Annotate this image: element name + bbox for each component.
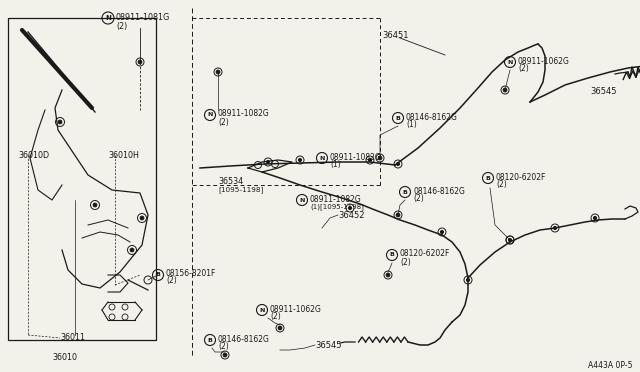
Circle shape (93, 203, 97, 207)
Text: 36010: 36010 (52, 353, 77, 362)
Text: N: N (300, 198, 305, 202)
Text: 36451: 36451 (382, 31, 408, 39)
Text: 08911-1062G: 08911-1062G (518, 57, 570, 65)
Text: 36545: 36545 (315, 340, 342, 350)
Text: 36010H: 36010H (108, 151, 139, 160)
Circle shape (58, 120, 62, 124)
Text: (1)[1095-1198]: (1)[1095-1198] (310, 203, 364, 211)
Text: N: N (259, 308, 265, 312)
Circle shape (140, 216, 144, 220)
Circle shape (349, 206, 351, 209)
Text: 08120-6202F: 08120-6202F (496, 173, 547, 182)
Text: 08120-6202F: 08120-6202F (400, 250, 451, 259)
Circle shape (396, 213, 400, 217)
Text: 08911-1082G: 08911-1082G (330, 153, 381, 161)
Text: (1): (1) (406, 121, 417, 129)
Text: A443A 0P-5: A443A 0P-5 (588, 360, 632, 369)
Text: 08156-8201F: 08156-8201F (166, 269, 216, 278)
Text: (2): (2) (218, 118, 228, 126)
Circle shape (554, 227, 557, 230)
Circle shape (138, 60, 142, 64)
Text: B: B (396, 115, 401, 121)
Circle shape (216, 70, 220, 74)
Text: 08911-1062G: 08911-1062G (270, 305, 322, 314)
Text: (2): (2) (518, 64, 529, 74)
Text: 08911-1082G: 08911-1082G (310, 195, 362, 203)
Circle shape (266, 160, 269, 164)
Text: 08146-8162G: 08146-8162G (413, 186, 465, 196)
Text: B: B (486, 176, 490, 180)
Text: B: B (207, 337, 212, 343)
Circle shape (386, 273, 390, 277)
Text: N: N (207, 112, 212, 118)
Circle shape (503, 88, 507, 92)
Text: 36452: 36452 (338, 211, 365, 219)
Circle shape (130, 248, 134, 252)
Text: 36011: 36011 (60, 334, 85, 343)
Circle shape (369, 158, 371, 161)
Circle shape (378, 156, 382, 160)
Text: B: B (390, 253, 394, 257)
Text: B: B (156, 273, 161, 278)
Text: 08911-1082G: 08911-1082G (218, 109, 269, 119)
Bar (8, 18, 156, 340)
Text: (2): (2) (116, 22, 127, 31)
Text: (2): (2) (166, 276, 177, 285)
Text: 36534: 36534 (218, 177, 243, 186)
Text: (2): (2) (400, 257, 411, 266)
Circle shape (440, 231, 444, 234)
Circle shape (223, 353, 227, 357)
Text: (2): (2) (413, 195, 424, 203)
Text: N: N (319, 155, 324, 160)
Text: B: B (403, 189, 408, 195)
Text: 08911-1081G: 08911-1081G (116, 13, 170, 22)
Text: N: N (105, 15, 111, 21)
Text: N: N (508, 60, 513, 64)
Text: 08146-8162G: 08146-8162G (406, 112, 458, 122)
Circle shape (467, 279, 470, 282)
Text: (2): (2) (496, 180, 507, 189)
Circle shape (397, 163, 399, 166)
Text: 08146-8162G: 08146-8162G (218, 334, 270, 343)
Text: [1095-1198]: [1095-1198] (218, 187, 263, 193)
Circle shape (278, 326, 282, 330)
Text: 36545: 36545 (590, 87, 616, 96)
Text: (2): (2) (218, 343, 228, 352)
Circle shape (298, 158, 301, 161)
Circle shape (509, 238, 511, 241)
Circle shape (593, 217, 596, 219)
Text: (1): (1) (330, 160, 340, 170)
Text: (2): (2) (270, 312, 281, 321)
Text: 36010D: 36010D (18, 151, 49, 160)
